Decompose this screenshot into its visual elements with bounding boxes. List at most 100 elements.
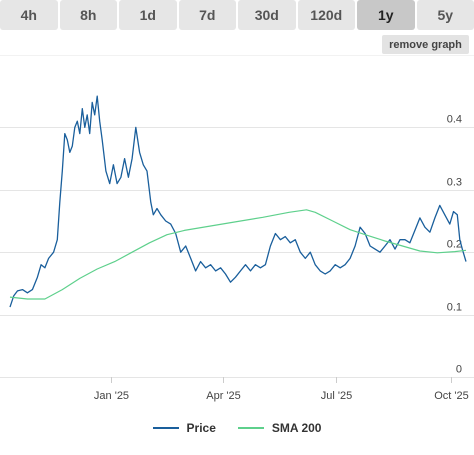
legend-item-sma[interactable]: SMA 200 xyxy=(237,421,321,435)
price-point xyxy=(409,242,410,243)
price-point xyxy=(41,264,42,265)
price-point xyxy=(250,270,251,271)
sma-point xyxy=(149,242,150,243)
price-point xyxy=(153,214,154,215)
remove-graph-button[interactable]: remove graph xyxy=(382,35,469,54)
price-point xyxy=(240,270,241,271)
price-point xyxy=(325,273,326,274)
sma-point xyxy=(44,298,45,299)
sma-point xyxy=(27,298,28,299)
price-point xyxy=(92,102,93,103)
price-point xyxy=(132,158,133,159)
price-point xyxy=(370,245,371,246)
x-tick-label: Apr '25 xyxy=(206,390,241,402)
price-point xyxy=(105,171,106,172)
price-point xyxy=(67,139,68,140)
legend-label-price: Price xyxy=(186,421,216,435)
price-point xyxy=(453,211,454,212)
price-point xyxy=(429,232,430,233)
tab-5y[interactable]: 5y xyxy=(416,0,474,30)
price-point xyxy=(310,252,311,253)
price-point xyxy=(459,239,460,240)
price-point xyxy=(37,277,38,278)
tab-1y[interactable]: 1y xyxy=(357,0,415,30)
sma-point xyxy=(62,289,63,290)
price-point xyxy=(160,214,161,215)
sma-point xyxy=(384,240,385,241)
price-point xyxy=(340,267,341,268)
chart-legend: Price SMA 200 xyxy=(0,421,474,435)
price-point xyxy=(230,282,231,283)
price-point xyxy=(72,146,73,147)
price-point xyxy=(102,139,103,140)
sma-point xyxy=(402,245,403,246)
sma-point xyxy=(289,212,290,213)
price-point xyxy=(335,264,336,265)
y-tick-label: 0.4 xyxy=(447,114,462,126)
price-point xyxy=(200,261,201,262)
price-point xyxy=(180,252,181,253)
tab-4h[interactable]: 4h xyxy=(0,0,58,30)
price-point xyxy=(225,273,226,274)
price-point xyxy=(404,239,405,240)
price-point xyxy=(97,96,98,97)
sma-point xyxy=(79,278,80,279)
y-tick-label: 0 xyxy=(456,364,462,376)
price-point xyxy=(48,258,49,259)
price-point xyxy=(57,239,58,240)
price-point xyxy=(399,239,400,240)
price-point xyxy=(444,214,445,215)
price-point xyxy=(13,295,14,296)
price-point xyxy=(79,133,80,134)
price-point xyxy=(120,177,121,178)
sma-point xyxy=(184,230,185,231)
price-point xyxy=(59,202,60,203)
price-point xyxy=(295,239,296,240)
price-point xyxy=(374,249,375,250)
tab-30d[interactable]: 30d xyxy=(238,0,296,30)
sma-200-line xyxy=(9,209,467,300)
price-point xyxy=(99,121,100,122)
price-point xyxy=(17,290,18,291)
tab-7d[interactable]: 7d xyxy=(178,0,236,30)
price-line xyxy=(9,95,467,308)
price-point xyxy=(143,164,144,165)
price-point xyxy=(330,270,331,271)
price-point xyxy=(44,267,45,268)
price-point xyxy=(109,183,110,184)
sma-point xyxy=(114,261,115,262)
tab-120d[interactable]: 120d xyxy=(297,0,355,30)
sma-200-line-group xyxy=(9,209,467,300)
price-point xyxy=(457,214,458,215)
y-tick-label: 0.1 xyxy=(447,302,462,314)
price-point xyxy=(77,121,78,122)
tab-1d[interactable]: 1d xyxy=(119,0,177,30)
price-point xyxy=(89,133,90,134)
price-point xyxy=(62,171,63,172)
price-point xyxy=(280,239,281,240)
price-point xyxy=(27,292,28,293)
price-point xyxy=(355,245,356,246)
sma-point xyxy=(332,220,333,221)
price-point xyxy=(156,208,157,209)
price-point xyxy=(462,249,463,250)
price-point xyxy=(345,264,346,265)
price-point xyxy=(290,242,291,243)
price-point xyxy=(379,252,380,253)
price-point xyxy=(465,261,466,262)
price-point xyxy=(84,127,85,128)
price-point xyxy=(419,217,420,218)
price-point xyxy=(350,258,351,259)
price-point xyxy=(235,277,236,278)
tab-8h[interactable]: 8h xyxy=(59,0,117,30)
price-point xyxy=(139,152,140,153)
sma-point xyxy=(306,209,307,210)
price-point xyxy=(185,245,186,246)
price-point xyxy=(124,158,125,159)
legend-item-price[interactable]: Price xyxy=(152,421,216,435)
price-point xyxy=(53,252,54,253)
price-point xyxy=(270,245,271,246)
price-point xyxy=(113,164,114,165)
price-point xyxy=(220,267,221,268)
sma-point xyxy=(437,252,438,253)
